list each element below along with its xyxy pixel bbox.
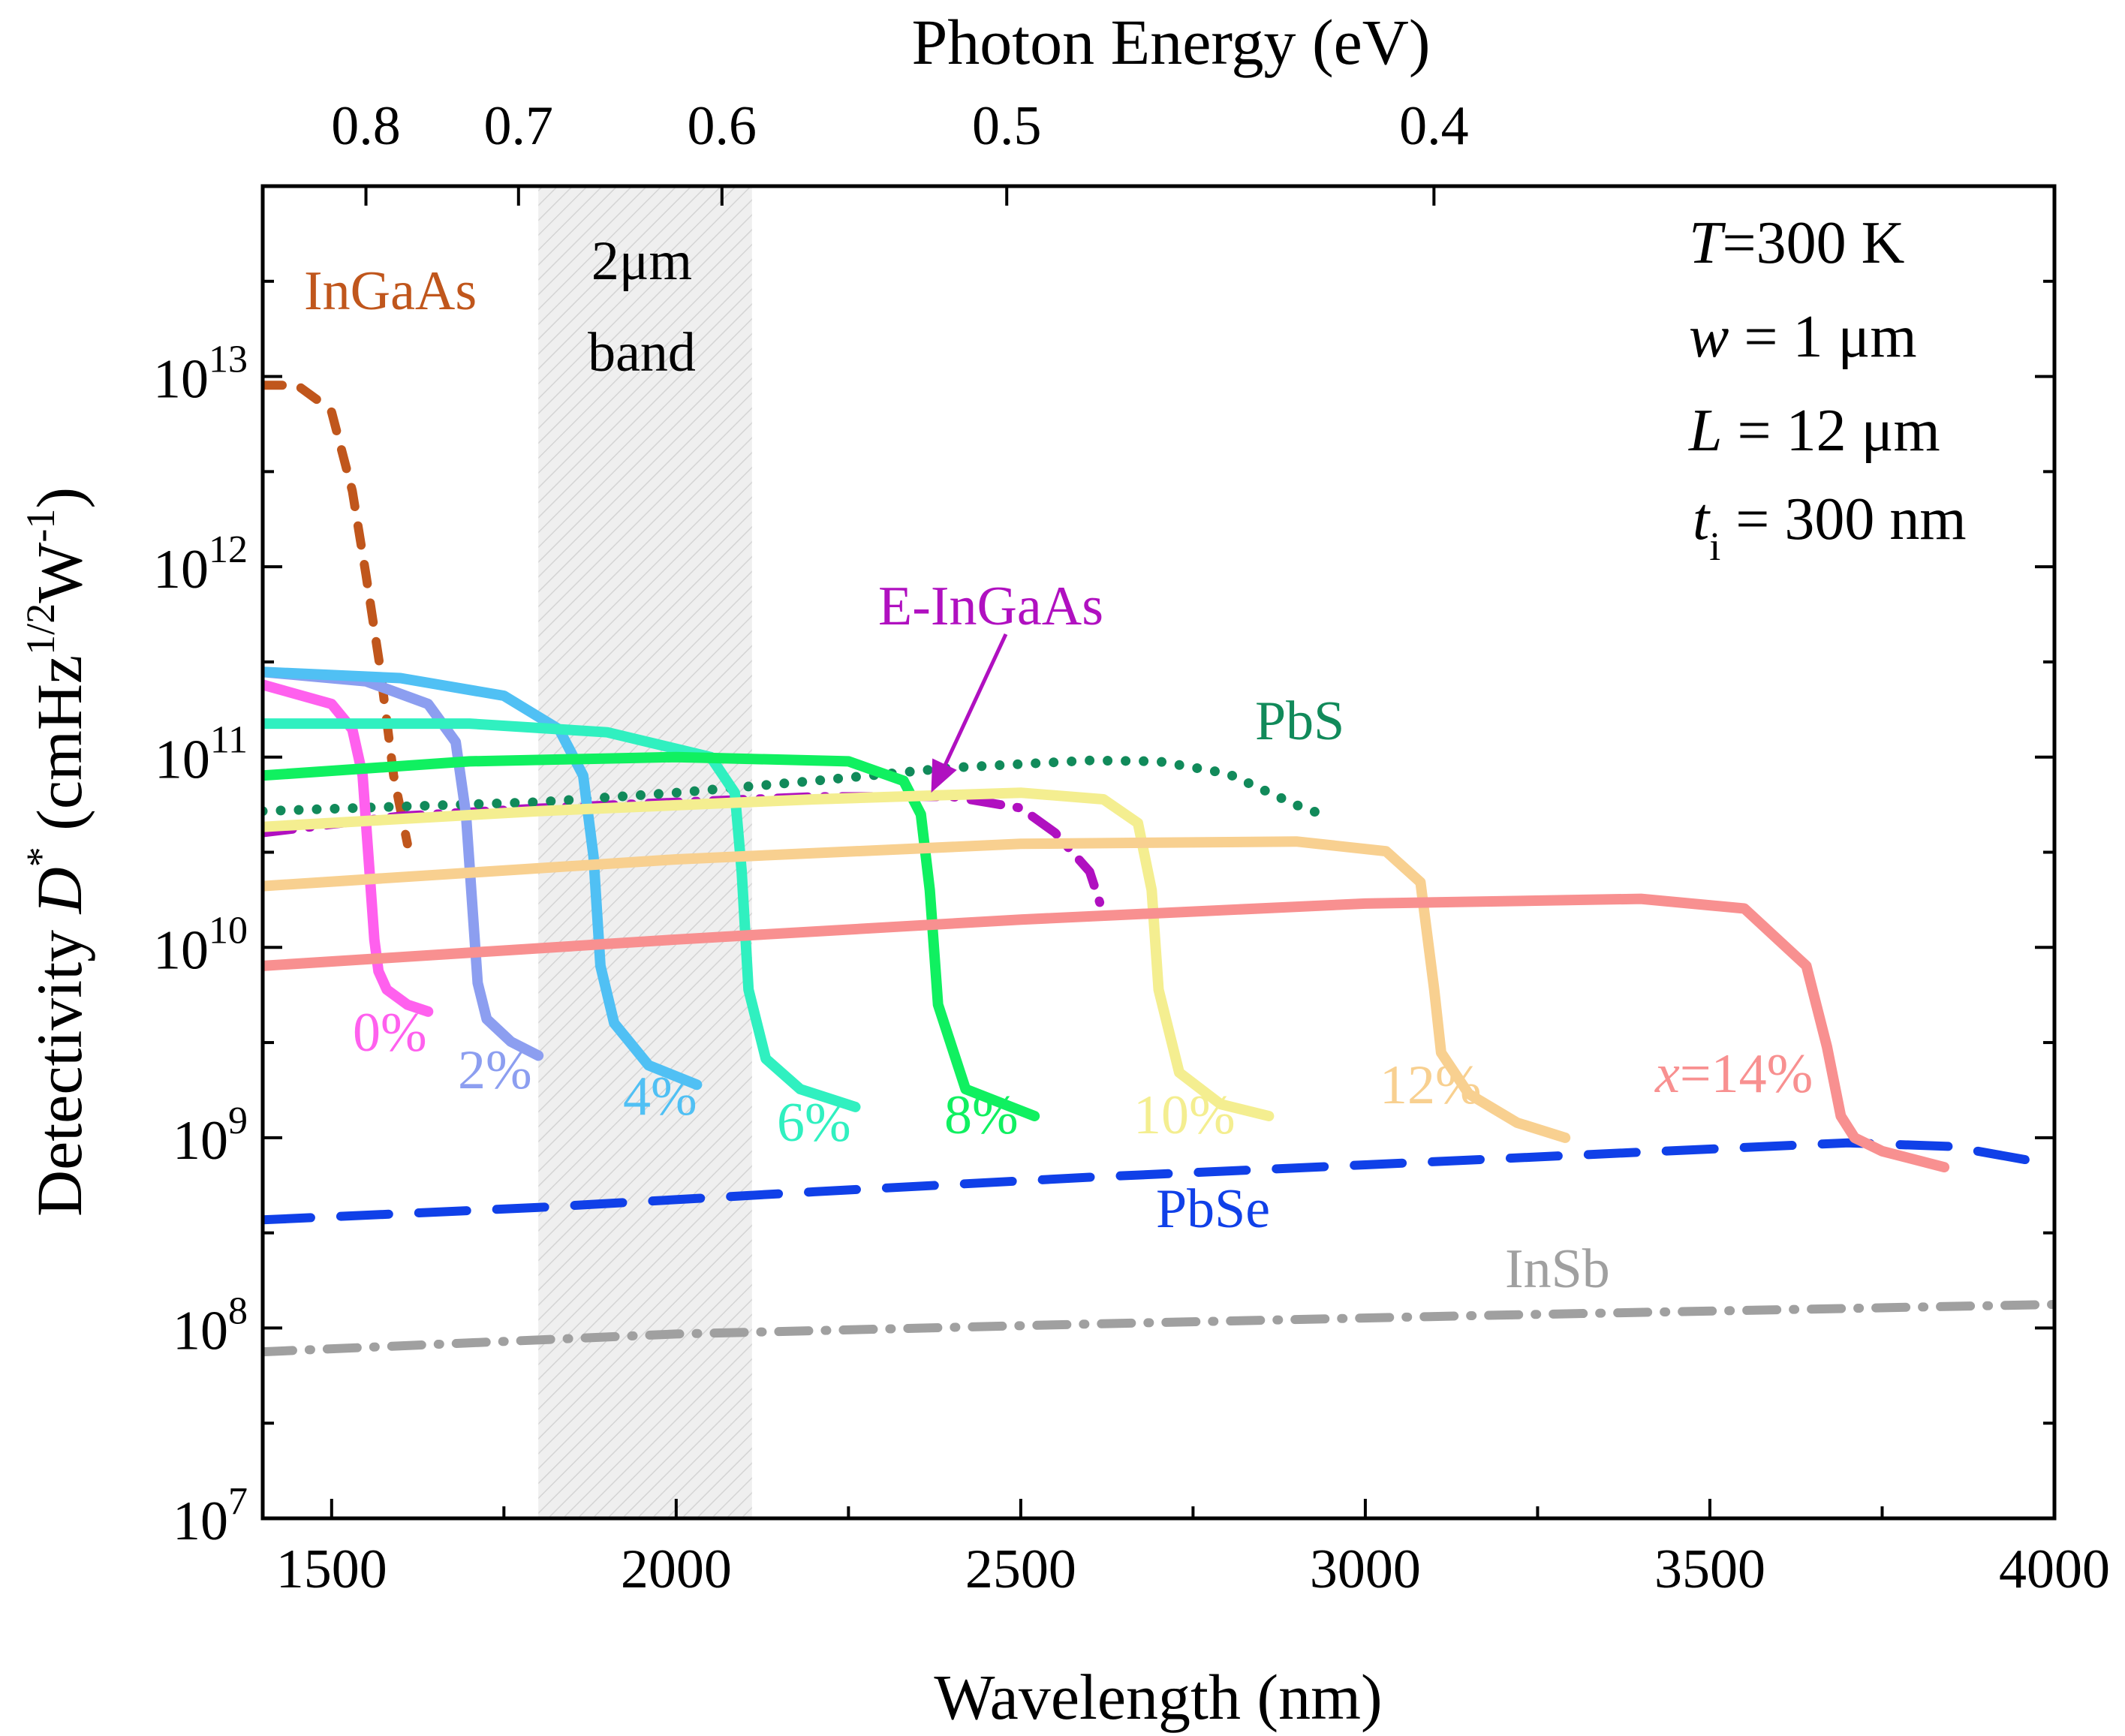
param-length: L = 12 μm [1688,398,1940,464]
y-axis-title-symbol: D [23,867,95,914]
y-axis-title-sup-half: 1/2 [18,603,63,655]
label-x8: 8% [944,1085,1019,1146]
y-axis-title-sup-minus-one: -1 [18,509,63,543]
param-temperature: T=300 K [1689,210,1904,276]
x-axis-title: Wavelength (nm) [934,1661,1382,1733]
y-axis-title-sup-star: * [18,847,63,867]
y-axis-title-prefix: Detectivity [23,913,95,1217]
top-axis-title: Photon Energy (eV) [911,6,1430,78]
label-x10: 10% [1133,1085,1236,1146]
label-x6: 6% [777,1092,851,1154]
x-tick-label: 4000 [1999,1539,2110,1600]
y-tick-label: 107 [173,1480,248,1552]
series-ingaas [263,381,412,849]
2um-band-region [538,186,752,1518]
band-label-line1: 2μm [591,230,692,292]
y-tick-label: 1011 [155,719,248,791]
series-insb [263,1300,2054,1357]
axis-ticks [263,185,2056,1520]
top-tick-label: 0.5 [972,95,1042,157]
y-tick-label: 108 [173,1289,248,1361]
series-layer [263,381,2054,1357]
label-pbse: PbSe [1156,1178,1270,1240]
x-tick-labels: 1500 2000 2500 3000 3500 4000 [276,1539,2110,1600]
param-thickness: ti = 300 nm [1693,486,1967,569]
label-pbs: PbS [1255,690,1344,752]
label-x14: x=14% [1654,1043,1813,1105]
x-tick-label: 2500 [965,1539,1076,1600]
y-axis-title-unit-w: W [23,543,95,603]
series-x-12 [263,836,1571,1143]
y-tick-labels: 107 108 109 1010 1011 1012 1013 [153,338,248,1552]
y-tick-label: 1013 [153,338,248,411]
top-tick-label: 0.6 [688,95,757,157]
top-tick-label: 0.4 [1399,95,1469,157]
label-ingaas: InGaAs [304,260,477,322]
label-insb: InSb [1505,1238,1610,1300]
y-axis-title-unit-close: ) [23,487,95,509]
series-x-4 [263,666,703,1091]
x-tick-label: 2000 [621,1539,732,1600]
series-pbse [263,1138,2054,1225]
series-x-0 [263,679,434,1017]
series-x-14 [263,893,1950,1173]
label-e-ingaas: E-InGaAs [878,576,1103,637]
series-x-2 [263,666,544,1061]
top-tick-labels: 0.8 0.7 0.6 0.5 0.4 [331,95,1468,157]
series-x-6 [263,718,861,1112]
y-axis-title-unit-open: (cmHz [23,655,95,847]
label-x12: 12% [1380,1055,1482,1116]
series-pbs [263,755,1336,823]
x-tick-label: 3500 [1654,1539,1765,1600]
e-ingaas-arrow [931,633,1008,793]
plot-frame [260,184,2057,1521]
e-ingaas-arrow-shaft [935,633,1008,784]
y-tick-label: 1010 [153,909,248,981]
top-tick-label: 0.7 [484,95,554,157]
band-label-line2: band [588,322,696,384]
y-axis-title: Detectivity D* (cmHz1/2W-1) [18,487,95,1217]
y-tick-label: 109 [173,1100,248,1172]
series-x-10 [263,787,1275,1121]
label-x2: 2% [458,1039,532,1101]
label-x4: 4% [623,1066,697,1127]
y-tick-label: 1012 [153,528,248,600]
x-tick-label: 1500 [276,1539,387,1600]
label-x0: 0% [353,1002,427,1064]
e-ingaas-arrow-head [931,758,957,793]
top-tick-label: 0.8 [331,95,401,157]
x-tick-label: 3000 [1310,1539,1421,1600]
param-width: w = 1 μm [1689,304,1917,370]
